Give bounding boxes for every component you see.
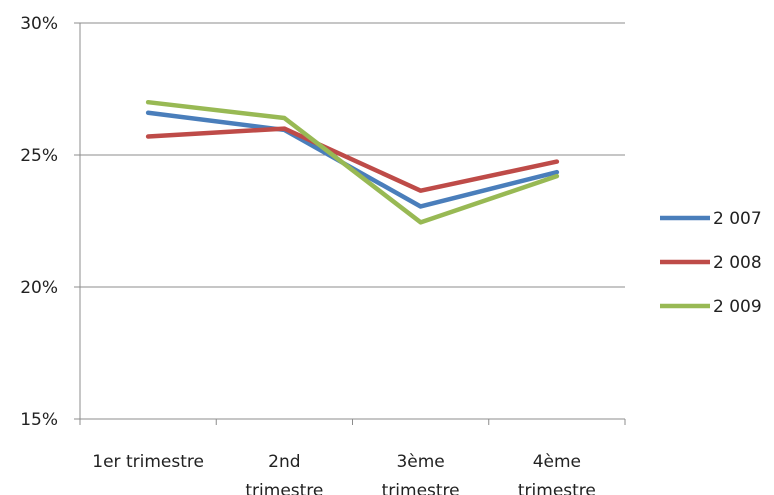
y-tick-label: 30% [20, 14, 58, 34]
series-line [145, 99, 560, 225]
series-lines [145, 99, 560, 225]
series-line [145, 126, 560, 193]
gridlines [80, 22, 625, 288]
x-tick-label: 2nd trimestre [245, 452, 323, 495]
x-axis-tick-labels: 1er trimestre 2nd trimestre 3ème trimestre 4è… [92, 452, 596, 495]
x-tick-label: 4ème trimestre [518, 452, 596, 495]
legend-label: 2 007 [713, 209, 762, 229]
legend: 2 007 2 008 2 009 [660, 209, 762, 317]
y-tick-label: 20% [20, 278, 58, 298]
y-tick-label: 25% [20, 146, 58, 166]
legend-label: 2 009 [713, 297, 762, 317]
y-tick-label: 15% [20, 410, 58, 430]
y-axis-tick-labels: 15% 20% 25% 30% [20, 14, 58, 430]
legend-label: 2 008 [713, 253, 762, 273]
axes [74, 22, 626, 425]
x-tick-label: 3ème trimestre [382, 452, 460, 495]
x-tick-label: 1er trimestre [92, 452, 204, 472]
